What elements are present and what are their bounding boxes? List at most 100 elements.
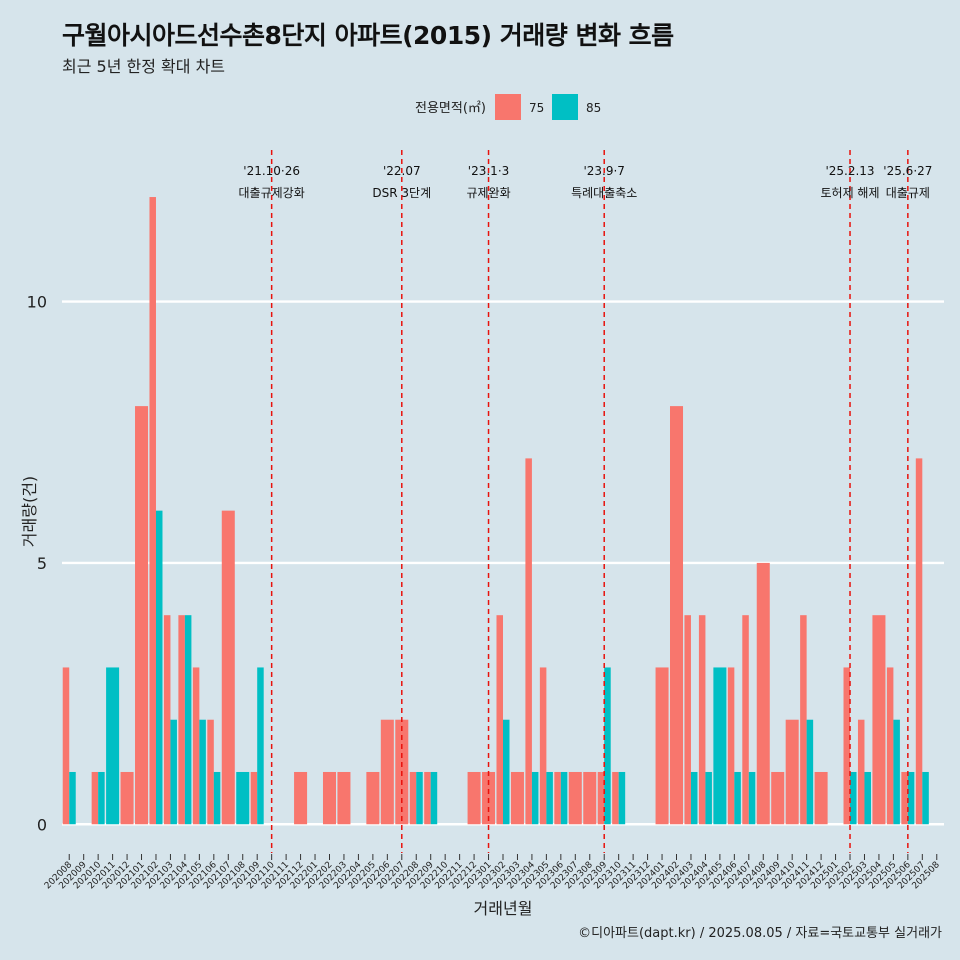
event-date-label: '25.6·27 [883,164,932,178]
bar-75-202105 [192,667,200,825]
event-label: 토허제 해제 [821,186,880,200]
bar-75-202507 [915,458,923,825]
bar-85-202404 [705,771,712,825]
bar-85-202406 [734,771,741,825]
x-axis-title: 거래년월 [474,899,533,918]
bar-75-202407 [742,615,749,825]
bar-75-202404 [698,615,706,825]
bar-75-202112 [294,771,308,825]
bar-85-202102 [155,510,163,825]
bar-85-202302 [503,719,510,825]
bar-75-202401 [655,667,669,825]
bar-85-202105 [199,719,206,825]
bar-85-202011 [106,667,120,825]
bar-75-202309 [597,771,605,825]
bar-75-202410 [785,719,799,825]
y-axis-title: 거래량(건) [20,476,39,547]
event-label: 대출규제 [886,186,930,200]
bar-85-202411 [806,719,814,825]
bar-85-202108 [236,771,250,825]
bar-75-202304 [525,458,532,825]
legend-label-85: 85 [586,101,601,115]
bar-75-202308 [583,771,597,825]
bar-75-202209 [424,771,431,825]
bar-85-202208 [416,771,423,825]
legend-swatch-75 [495,94,521,120]
event-date-label: '21.10·26 [243,164,300,178]
bar-85-202507 [922,771,929,825]
bar-75-202012 [120,771,134,825]
bar-75-202306 [554,771,561,825]
bar-85-202305 [546,771,553,825]
bar-75-202203 [337,771,351,825]
bar-85-202106 [213,771,221,825]
event-label: 특례대출축소 [571,186,637,200]
bar-75-202409 [771,771,785,825]
event-label: 대출규제강화 [239,186,305,200]
bar-85-202407 [748,771,756,825]
event-label: DSR 3단계 [372,186,431,200]
bar-75-202101 [135,406,149,825]
bar-75-202106 [207,719,214,825]
bar-75-202103 [163,615,171,825]
bar-75-202205 [366,771,380,825]
event-date-label: '25.2.13 [825,164,874,178]
bar-85-202309 [604,667,611,825]
bar-75-202406 [727,667,735,825]
bar-85-202403 [690,771,698,825]
event-date-label: '22.07 [383,164,421,178]
bar-85-202310 [618,771,626,825]
bar-85-202104 [184,615,192,825]
bar-85-202502 [850,771,857,825]
bar-75-202208 [409,771,417,825]
bar-75-202503 [857,719,865,825]
bar-75-202206 [380,719,394,825]
bar-75-202505 [886,667,894,825]
bar-85-202109 [257,667,264,825]
bar-85-202405 [713,667,727,825]
bar-85-202008 [69,771,76,825]
bar-75-202412 [814,771,828,825]
bar-75-202403 [684,615,691,825]
bar-75-202307 [568,771,582,825]
bar-85-202304 [531,771,539,825]
event-date-label: '23.9·7 [583,164,624,178]
bar-85-202503 [864,771,871,825]
chart-title: 구월아시아드선수촌8단지 아파트(2015) 거래량 변화 흐름 [62,21,674,50]
bar-85-202505 [893,719,900,825]
bar-75-202305 [539,667,547,825]
bar-75-202310 [612,771,619,825]
bar-75-202302 [496,615,503,825]
bar-75-202102 [149,197,156,825]
bar-75-202408 [756,562,770,825]
bar-75-202506 [901,771,908,825]
bar-85-202506 [907,771,915,825]
chart-subtitle: 최근 5년 한정 확대 차트 [62,57,226,76]
legend-swatch-85 [552,94,578,120]
y-tick-label: 0 [37,815,47,834]
bar-85-202209 [430,771,438,825]
bar-85-202103 [170,719,177,825]
bar-75-202010 [91,771,99,825]
source-caption: ©디아파트(dapt.kr) / 2025.08.05 / 자료=국토교통부 실… [578,926,942,941]
bar-75-202202 [322,771,336,825]
legend-title: 전용면적(㎡) [415,101,486,116]
event-label: 규제완화 [466,186,510,200]
bar-75-202502 [843,667,851,825]
event-date-label: '23.1·3 [468,164,509,178]
y-tick-label: 10 [27,293,47,312]
y-tick-label: 5 [37,554,47,573]
bar-75-202008 [62,667,70,825]
bar-75-202504 [872,615,886,825]
bar-75-202104 [178,615,185,825]
bar-75-202411 [800,615,807,825]
bar-75-202212 [467,771,481,825]
bar-85-202306 [560,771,568,825]
bar-75-202303 [510,771,524,825]
bar-75-202109 [250,771,258,825]
bar-85-202010 [98,771,105,825]
legend-label-75: 75 [529,101,544,115]
bar-75-202402 [670,406,684,825]
